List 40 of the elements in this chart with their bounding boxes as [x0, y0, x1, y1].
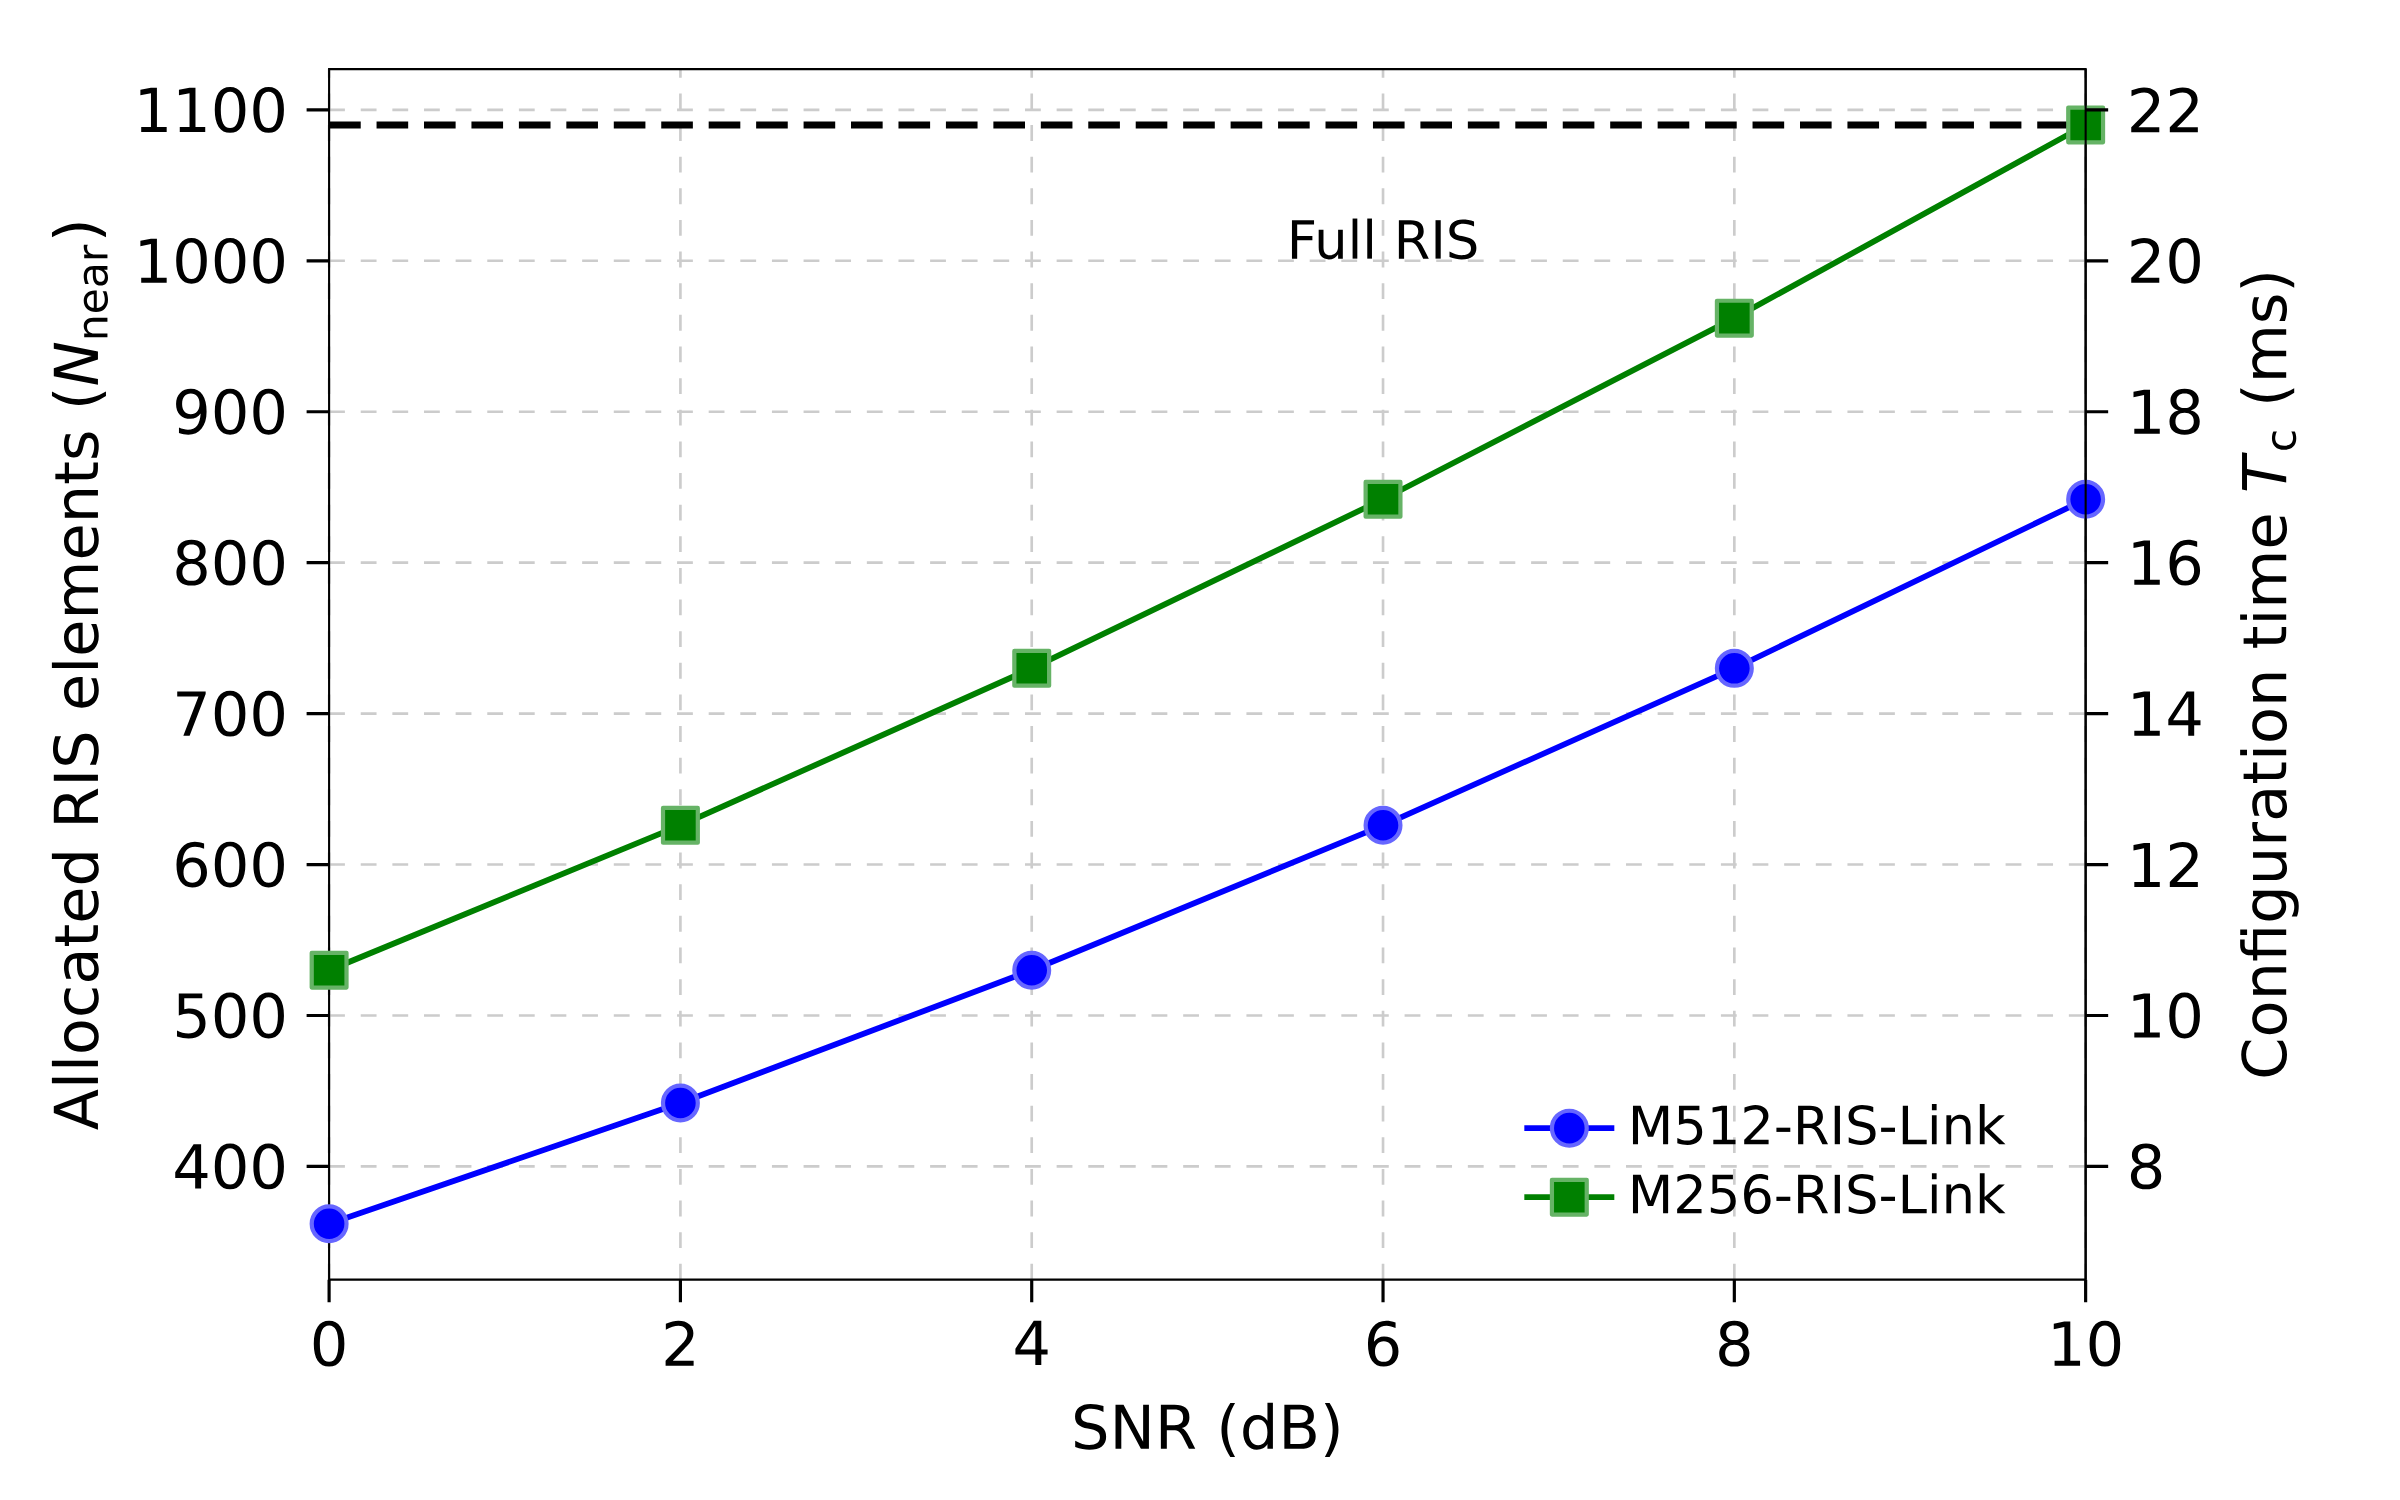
y-tick-label: 500 — [176, 992, 284, 1039]
y-tick-label: 600 — [176, 841, 284, 888]
y-tick-label: 400 — [175, 1143, 284, 1190]
x-tick-label: 6 — [1367, 1320, 1399, 1367]
x-axis-title: SNR (dB) — [1075, 1402, 1339, 1457]
point — [1714, 298, 1754, 338]
point — [2066, 479, 2106, 519]
point — [1012, 950, 1052, 990]
y-tick-label: 1000 — [140, 237, 284, 284]
point — [660, 805, 700, 845]
y2-tick-label: 14 — [2133, 691, 2201, 736]
point — [309, 950, 349, 990]
y2-axis-title: Configuration time T$_{c}$ (ms) — [2240, 274, 2299, 1077]
y-axis-title: Allocated RIS elements (N$_{near}$) — [51, 223, 109, 1130]
point — [1714, 648, 1754, 688]
point — [2066, 105, 2106, 145]
y2-tick-label: 18 — [2133, 388, 2200, 435]
y-tick-label: 1100 — [140, 86, 284, 133]
x-tick-label: 8 — [1719, 1320, 1750, 1367]
y2-tick-label: 20 — [2131, 237, 2200, 284]
y2-tick-label: 8 — [2130, 1143, 2162, 1190]
point — [1363, 805, 1403, 845]
y2-tick-label: 10 — [2133, 992, 2200, 1039]
legend-label: M512-RIS-Link — [1632, 1104, 2006, 1145]
point — [660, 1083, 700, 1123]
y-tick-label: 900 — [176, 388, 284, 435]
x-tick-label: 2 — [665, 1320, 694, 1366]
y2-tick-label: 16 — [2133, 539, 2201, 586]
y2-tick-label: 22 — [2131, 87, 2198, 133]
y2-tick-label: 12 — [2133, 842, 2198, 888]
point — [1363, 479, 1403, 519]
point — [309, 1204, 349, 1244]
y-tick-label: 800 — [176, 539, 284, 586]
x-tick-label: 10 — [2053, 1320, 2121, 1367]
x-tick-label: 0 — [313, 1320, 345, 1367]
y-tick-label: 700 — [177, 690, 284, 737]
x-tick-label: 4 — [1015, 1320, 1048, 1365]
ref-line-label: Full RIS — [1291, 218, 1477, 260]
point — [1012, 648, 1052, 688]
legend-label: M256-RIS-Link — [1632, 1173, 2006, 1215]
